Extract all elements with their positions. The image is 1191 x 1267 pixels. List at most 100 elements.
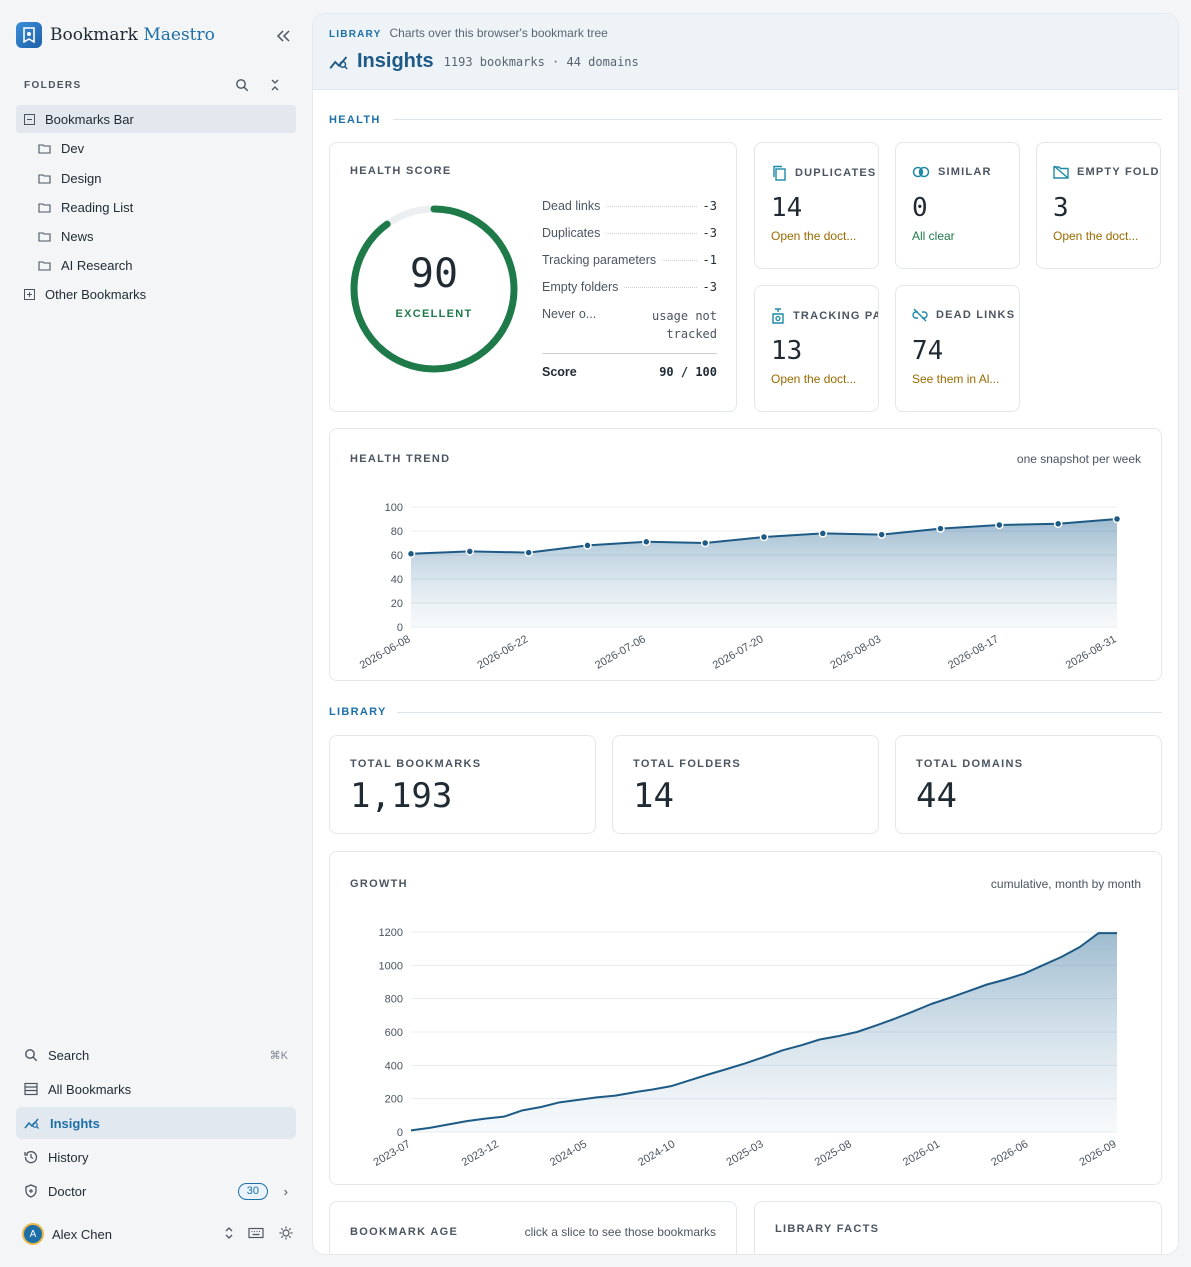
- see-all-link[interactable]: See them in Al...: [912, 372, 1000, 386]
- stat-value: 0: [912, 193, 928, 223]
- section-divider: [397, 712, 1162, 713]
- nav-label: All Bookmarks: [48, 1081, 132, 1097]
- deduction-value: -3: [702, 226, 717, 240]
- nav-history[interactable]: History: [16, 1141, 296, 1173]
- avatar: A: [22, 1223, 44, 1245]
- search-icon[interactable]: [235, 78, 249, 92]
- shield-icon: [25, 1184, 37, 1198]
- stat-value: 14: [771, 193, 803, 223]
- nav-all-bookmarks[interactable]: All Bookmarks: [16, 1073, 296, 1105]
- deduction-row: Empty folders -3: [542, 280, 717, 294]
- broken-link-icon: [912, 308, 928, 322]
- breadcrumb: LIBRARY Charts over this browser's bookm…: [329, 26, 608, 40]
- chart-note: cumulative, month by month: [990, 877, 1141, 891]
- score-ring-fill: [350, 205, 518, 373]
- section-title-library: LIBRARY: [329, 706, 387, 718]
- score-total-label: Score: [542, 365, 577, 379]
- keyboard-icon[interactable]: [248, 1225, 264, 1241]
- bookmark-age-card[interactable]: BOOKMARK AGE click a slice to see those …: [329, 1201, 737, 1254]
- y-tick-label: 100: [385, 502, 403, 514]
- folder-icon: [38, 231, 51, 242]
- total-value: 1,193: [350, 776, 453, 816]
- collapse-folder-icon[interactable]: [24, 113, 35, 125]
- open-doctor-link[interactable]: Open the doct...: [771, 229, 857, 243]
- series-line: [410, 932, 1117, 1132]
- main-panel: LIBRARY Charts over this browser's bookm…: [313, 14, 1178, 1254]
- y-tick-label: 40: [391, 574, 403, 586]
- stat-title: DUPLICATES: [795, 167, 877, 179]
- health-score-card: HEALTH SCORE 90 EXCELLENT Dead links -3 D…: [329, 142, 737, 412]
- insights-icon: [24, 1118, 40, 1130]
- open-doctor-link[interactable]: Open the doct...: [1053, 229, 1139, 243]
- folder-label: Other Bookmarks: [45, 286, 147, 302]
- deduction-row: Dead links -3: [542, 199, 717, 213]
- folder-other-bookmarks[interactable]: Other Bookmarks: [16, 280, 296, 308]
- stat-title: DEAD LINKS: [936, 309, 1016, 321]
- switch-profile-icon[interactable]: [224, 1225, 234, 1241]
- y-tick-label: 400: [385, 1060, 403, 1072]
- chart-note: click a slice to see those bookmarks: [524, 1225, 716, 1239]
- similar-icon: [912, 166, 930, 178]
- stat-card-tracking[interactable]: TRACKING PARAMS 13 Open the doct...: [754, 285, 879, 412]
- deduction-name: Never o...: [542, 307, 597, 321]
- user-row[interactable]: A Alex Chen: [22, 1222, 294, 1246]
- folders-heading: FOLDERS: [24, 80, 82, 91]
- x-tick-label: 2026-01: [901, 1138, 942, 1169]
- chevron-right-icon: ›: [283, 1183, 288, 1199]
- stat-value: 74: [912, 336, 944, 366]
- breadcrumb-subtitle: Charts over this browser's bookmark tree: [389, 26, 608, 40]
- card-label: TOTAL DOMAINS: [916, 758, 1024, 770]
- stat-title: TRACKING PARAMS: [793, 310, 878, 322]
- deduction-value: -1: [702, 253, 717, 267]
- collapse-sidebar-icon[interactable]: [274, 28, 292, 44]
- score-value: 90: [409, 251, 459, 297]
- folder-design[interactable]: Design: [38, 164, 296, 192]
- data-point: [1112, 514, 1122, 524]
- folder-icon: [38, 173, 51, 184]
- y-tick-label: 800: [385, 994, 403, 1006]
- deduction-row: Tracking parameters -1: [542, 253, 717, 267]
- deduction-value: -3: [702, 199, 717, 213]
- nav-label: History: [48, 1149, 89, 1165]
- stat-value: 3: [1053, 193, 1069, 223]
- stat-card-empty-folders[interactable]: EMPTY FOLDERS 3 Open the doct...: [1036, 142, 1161, 269]
- stat-card-duplicates[interactable]: DUPLICATES 14 Open the doct...: [754, 142, 879, 269]
- stat-card-dead-links[interactable]: DEAD LINKS 74 See them in Al...: [895, 285, 1020, 412]
- stat-title: EMPTY FOLDERS: [1077, 166, 1160, 178]
- y-tick-label: 0: [397, 622, 403, 634]
- nav-search[interactable]: Search ⌘K: [16, 1039, 296, 1071]
- nav-doctor[interactable]: Doctor 30 ›: [16, 1175, 296, 1207]
- open-doctor-link[interactable]: Open the doct...: [771, 372, 857, 386]
- y-tick-label: 80: [391, 526, 403, 538]
- search-icon: [25, 1049, 38, 1062]
- folder-ai-research[interactable]: AI Research: [38, 251, 296, 279]
- collapse-all-icon[interactable]: [268, 78, 282, 92]
- card-label: TOTAL FOLDERS: [633, 758, 741, 770]
- expand-folder-icon[interactable]: [24, 288, 35, 300]
- stat-card-similar[interactable]: SIMILAR 0 All clear: [895, 142, 1020, 269]
- card-label: HEALTH TREND: [350, 453, 451, 465]
- data-point: [759, 532, 769, 542]
- card-label: HEALTH SCORE: [350, 165, 452, 177]
- divider: [542, 353, 717, 354]
- x-tick-label: 2026-06: [989, 1138, 1030, 1169]
- stat-title: SIMILAR: [938, 166, 992, 178]
- x-tick-label: 2023-12: [460, 1138, 501, 1169]
- x-tick-label: 2026-09: [1078, 1138, 1119, 1169]
- folder-reading-list[interactable]: Reading List: [38, 193, 296, 221]
- nav-insights[interactable]: Insights: [16, 1107, 296, 1139]
- user-name: Alex Chen: [52, 1226, 112, 1242]
- folder-dev[interactable]: Dev: [38, 134, 296, 162]
- deduction-value-line1: usage not: [651, 309, 717, 323]
- chart-note: one snapshot per week: [1016, 452, 1141, 466]
- deduction-value-line2: tracked: [666, 327, 717, 341]
- card-label: GROWTH: [350, 878, 408, 890]
- folder-bookmarks-bar[interactable]: Bookmarks Bar: [16, 105, 296, 133]
- brand: Bookmark Maestro: [16, 22, 215, 48]
- library-facts-card: LIBRARY FACTS: [754, 1201, 1162, 1254]
- folder-label: Reading List: [61, 199, 134, 215]
- page-title: Insights: [357, 50, 434, 72]
- folder-news[interactable]: News: [38, 222, 296, 250]
- theme-icon[interactable]: [278, 1225, 294, 1241]
- nav-label: Insights: [50, 1115, 100, 1131]
